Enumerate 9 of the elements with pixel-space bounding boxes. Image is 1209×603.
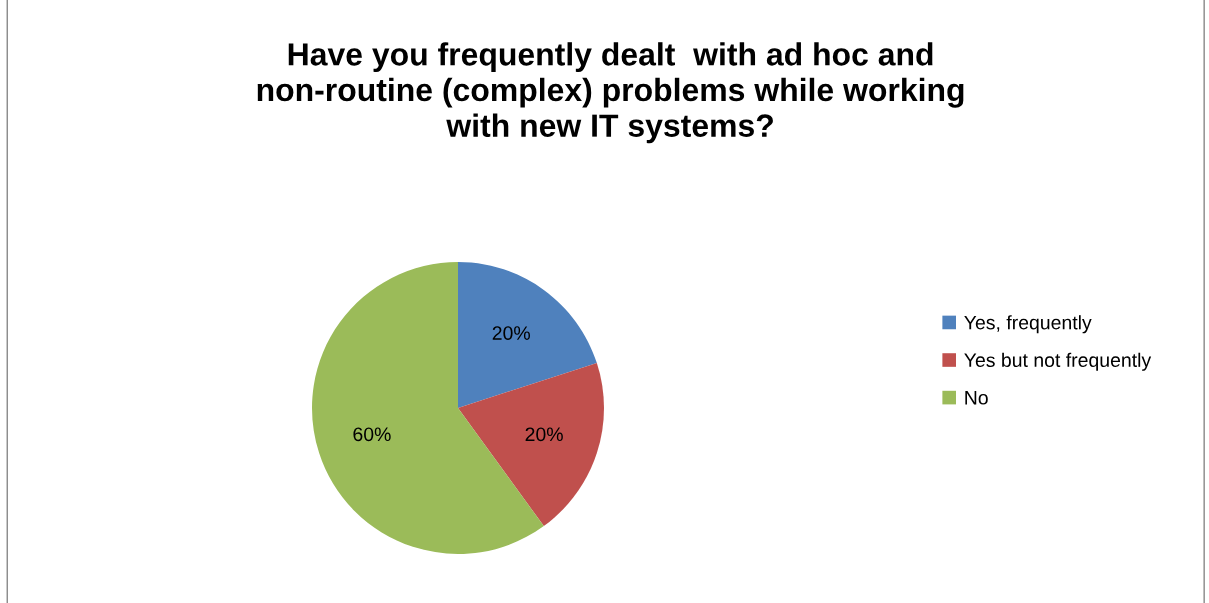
data-label: 60% — [353, 427, 391, 442]
pie-slice — [458, 362, 604, 527]
legend-label: Yes, frequently — [964, 315, 1092, 334]
chart-title: Have you frequently dealt with ad hoc and non-routine (complex) problems while working with new IT systems? — [257, 42, 964, 144]
legend-label: No — [965, 391, 988, 405]
pie-slice — [458, 262, 597, 408]
legend-label: Yes but not frequently — [964, 352, 1152, 371]
data-label: 20% — [525, 427, 563, 442]
data-label: 20% — [492, 326, 530, 340]
